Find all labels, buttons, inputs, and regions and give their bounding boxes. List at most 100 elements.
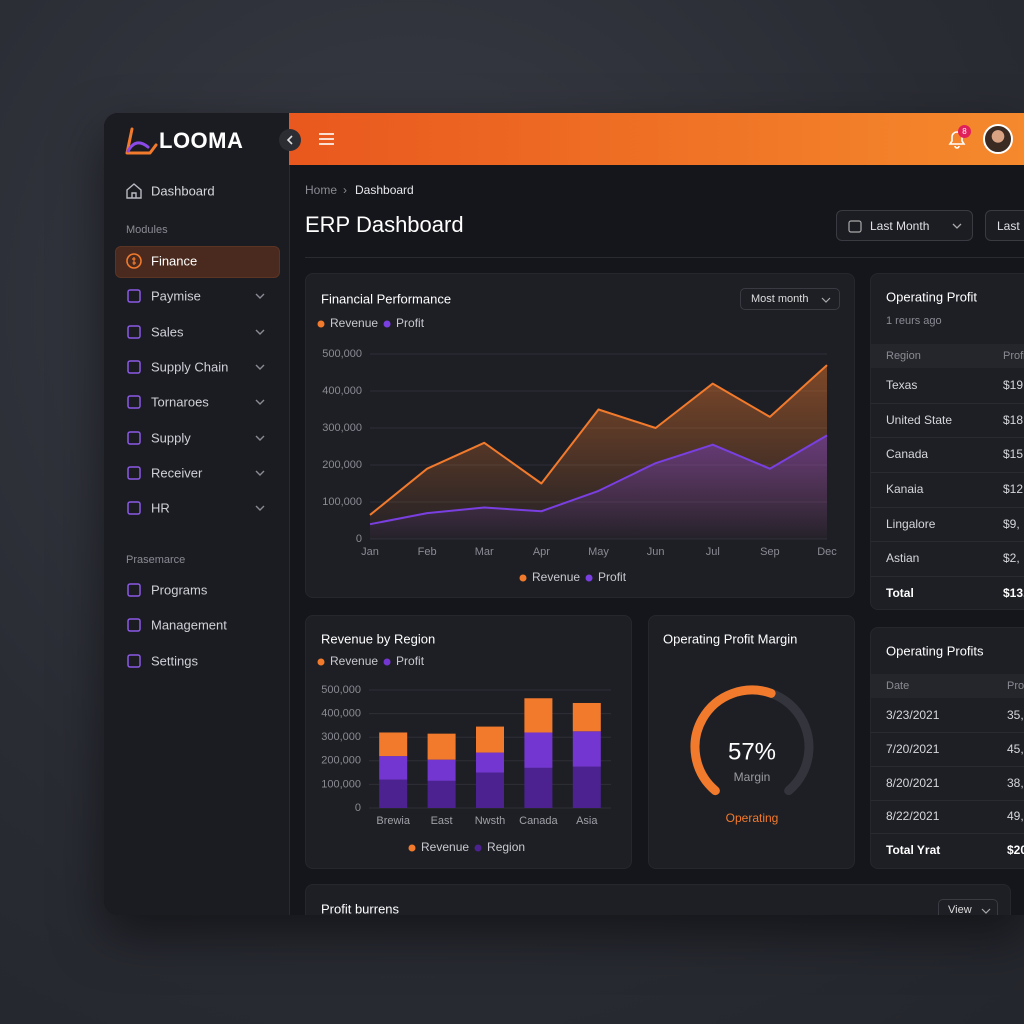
legend-label: Region <box>487 840 525 854</box>
chevron-icon <box>952 223 962 229</box>
card: Profit burrens View <box>305 884 1011 915</box>
y-tick-label: 500,000 <box>321 684 361 696</box>
y-tick-label: 0 <box>355 802 361 814</box>
nav-item[interactable]: Supply Chain <box>151 359 229 375</box>
notification-badge[interactable]: 8 <box>958 125 971 138</box>
table-cell: Lingalore <box>886 517 936 531</box>
gauge-value <box>690 685 776 796</box>
legend-marker <box>383 658 391 666</box>
nav-item[interactable]: Sales <box>151 324 184 340</box>
card: Operating Profit Margin 57% Margin Operatin… <box>648 615 855 869</box>
collapse-button[interactable] <box>279 129 301 151</box>
graphic <box>286 135 293 145</box>
bar-segment <box>572 766 601 808</box>
graphic <box>848 220 862 233</box>
table-header-bg <box>871 674 1024 698</box>
x-tick-label: Canada <box>519 815 558 827</box>
graphic <box>127 583 141 597</box>
x-tick-label: Jan <box>361 546 379 558</box>
graphic <box>255 470 265 476</box>
row-divider <box>871 471 1024 473</box>
icon <box>126 253 142 269</box>
table-cell: $13, <box>1003 586 1024 600</box>
nav-item[interactable]: Paymise <box>151 288 201 304</box>
filter-label: Last Month <box>870 219 930 233</box>
bar-segment <box>524 698 553 733</box>
table-cell: $2, <box>1003 551 1020 565</box>
filter-button[interactable]: Last <box>985 210 1024 241</box>
icon <box>127 653 141 668</box>
nav-item[interactable]: HR <box>151 500 170 516</box>
topbar: 8 <box>289 113 1024 165</box>
nav-item[interactable]: Dashboard <box>151 183 215 199</box>
bar-segment <box>476 772 504 808</box>
x-tick-label: Apr <box>533 546 550 558</box>
card: Operating Profits Date Profit 3/23/2021 35, 7… <box>870 627 1024 869</box>
nav-item[interactable]: Supply <box>151 430 191 445</box>
icon <box>127 395 141 409</box>
legend-label: Revenue <box>330 316 378 330</box>
y-tick-label: 200,000 <box>322 459 362 471</box>
graphic <box>255 399 265 406</box>
filter-button[interactable]: Last Month <box>836 210 973 241</box>
x-tick-label: Sep <box>760 546 780 558</box>
graphic: Revenue Profit 0 100,000 200,000 300,000 400,0… <box>317 316 837 584</box>
gauge-value-label: 57% <box>728 738 776 765</box>
x-tick-label: Mar <box>475 546 494 558</box>
breadcrumb-separator: › <box>343 183 347 197</box>
app-window: LOOMA Dashboard Modules Finance Paymise Sales… <box>104 113 1024 915</box>
icon <box>127 289 141 304</box>
nav-section-title: Prasemarce <box>126 554 186 566</box>
bar-segment <box>427 780 456 808</box>
legend-marker <box>585 574 593 582</box>
nav-item[interactable]: Receiver <box>151 465 203 481</box>
button-label: View <box>948 904 972 915</box>
row-divider <box>871 799 1024 801</box>
y-tick-label: 200,000 <box>321 755 361 767</box>
chevron-icon <box>286 135 293 145</box>
graphic <box>127 501 141 515</box>
table-header: Date <box>886 680 910 692</box>
nav-item[interactable]: Tornaroes <box>151 394 209 410</box>
nav-item[interactable]: Finance <box>151 253 198 269</box>
bar-segment <box>524 732 553 768</box>
graphic <box>981 908 991 914</box>
bar-segment <box>427 759 456 781</box>
graphic <box>127 653 141 668</box>
card-title: Operating Profits <box>886 643 984 659</box>
graphic <box>127 289 141 304</box>
icon <box>127 360 141 374</box>
bar-segment <box>524 767 553 808</box>
view-button[interactable]: View <box>938 899 998 915</box>
nav-item[interactable]: Programs <box>151 582 208 598</box>
table-cell: United State <box>886 413 953 427</box>
graphic <box>255 505 265 512</box>
y-tick-label: 400,000 <box>322 385 362 397</box>
logo-mark <box>125 127 158 155</box>
gauge-caption: Margin <box>734 770 771 784</box>
legend-marker <box>519 574 527 582</box>
avatar[interactable] <box>983 124 1013 154</box>
table-cell: $12, <box>1003 482 1024 496</box>
legend-label: Profit <box>598 570 627 584</box>
legend-label: Profit <box>396 654 425 668</box>
bar-segment <box>476 726 504 753</box>
graphic <box>948 131 966 149</box>
graphic: 57% Margin Operating <box>690 685 814 825</box>
table-cell: Total Yrat <box>886 843 941 857</box>
row-divider <box>871 575 1024 577</box>
divider <box>305 257 1024 258</box>
x-tick-label: Jul <box>706 546 720 558</box>
row-divider <box>871 732 1024 733</box>
x-tick-label: Asia <box>576 815 598 827</box>
nav-item[interactable]: Management <box>151 617 227 633</box>
breadcrumb[interactable]: Home <box>305 183 338 197</box>
row-divider <box>871 833 1024 834</box>
dropdown[interactable]: Most month <box>740 288 840 310</box>
bell-icon <box>948 131 966 149</box>
card: Financial Performance Most month Revenue Pr… <box>305 273 855 598</box>
graphic <box>126 183 142 199</box>
nav-item[interactable]: Settings <box>151 653 198 669</box>
legend-marker <box>408 844 416 852</box>
x-tick-label: May <box>588 546 609 558</box>
